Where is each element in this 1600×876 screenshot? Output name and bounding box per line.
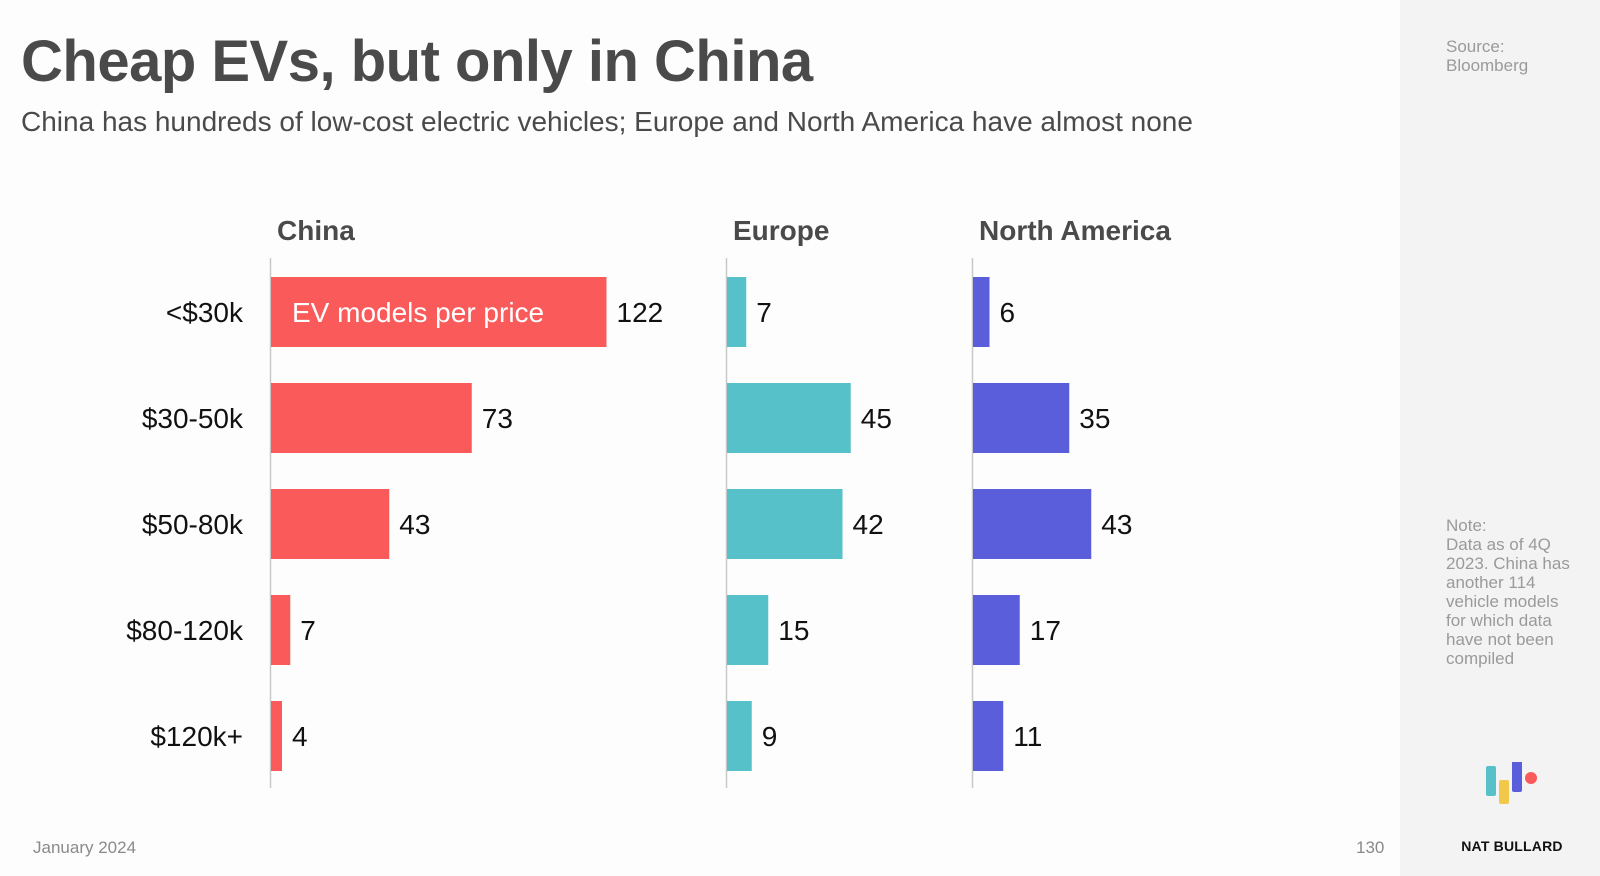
source-label: Source: [1446,37,1505,56]
data-label-china: 7 [300,615,316,646]
note-label: Note: [1446,516,1487,535]
category-label: $120k+ [150,721,243,752]
data-label-north-america: 17 [1030,615,1061,646]
bar-europe [727,489,843,559]
page-title: Cheap EVs, but only in China [21,29,813,94]
data-label-china: 4 [292,721,308,752]
bar-north-america [973,383,1070,453]
bar-north-america [973,701,1004,771]
note-text: Data as of 4Q 2023. China has another 11… [1446,535,1570,668]
bar-north-america [973,277,990,347]
data-label-china: 73 [482,403,513,434]
bar-europe [727,595,769,665]
bar-china [271,595,291,665]
category-label: <$30k [166,297,244,328]
bar-europe [727,701,752,771]
data-label-europe: 42 [853,509,884,540]
slide-main: Cheap EVs, but only in China China has h… [21,29,1385,857]
source-value: Bloomberg [1446,56,1529,75]
data-label-europe: 45 [861,403,892,434]
page-number: 130 [1356,838,1385,857]
bar-europe [727,277,747,347]
brand-name: NAT BULLARD [1461,838,1563,854]
data-label-china: 122 [617,297,664,328]
data-label-north-america: 6 [1000,297,1016,328]
bar-annotation: EV models per price [292,297,544,328]
data-label-china: 43 [399,509,430,540]
bar-europe [727,383,851,453]
bar-china [271,489,390,559]
data-label-europe: 7 [756,297,772,328]
bar-north-america [973,595,1020,665]
footer-date: January 2024 [33,838,137,857]
data-label-europe: 15 [778,615,809,646]
bar-china [271,383,472,453]
panel-header-china: China [277,215,355,246]
category-label: $30-50k [142,403,244,434]
data-label-north-america: 35 [1079,403,1110,434]
bar-north-america [973,489,1092,559]
data-label-north-america: 43 [1101,509,1132,540]
category-label: $50-80k [142,509,244,540]
panel-header-north-america: North America [979,215,1171,246]
bar-china [271,277,607,347]
bar-chart: <$30k $30-50k $50-80k $80-120k $120k+ China 12… [126,215,1171,788]
page-subtitle: China has hundreds of low-cost electric … [21,106,1193,137]
data-label-north-america: 11 [1013,721,1042,752]
bar-china [271,701,282,771]
sidebar-panel: Source: Bloomberg Note: Data as of 4Q 20… [1400,0,1600,876]
brand-logo-icon [1486,762,1537,804]
category-label: $80-120k [126,615,244,646]
data-label-europe: 9 [762,721,778,752]
panel-header-europe: Europe [733,215,829,246]
